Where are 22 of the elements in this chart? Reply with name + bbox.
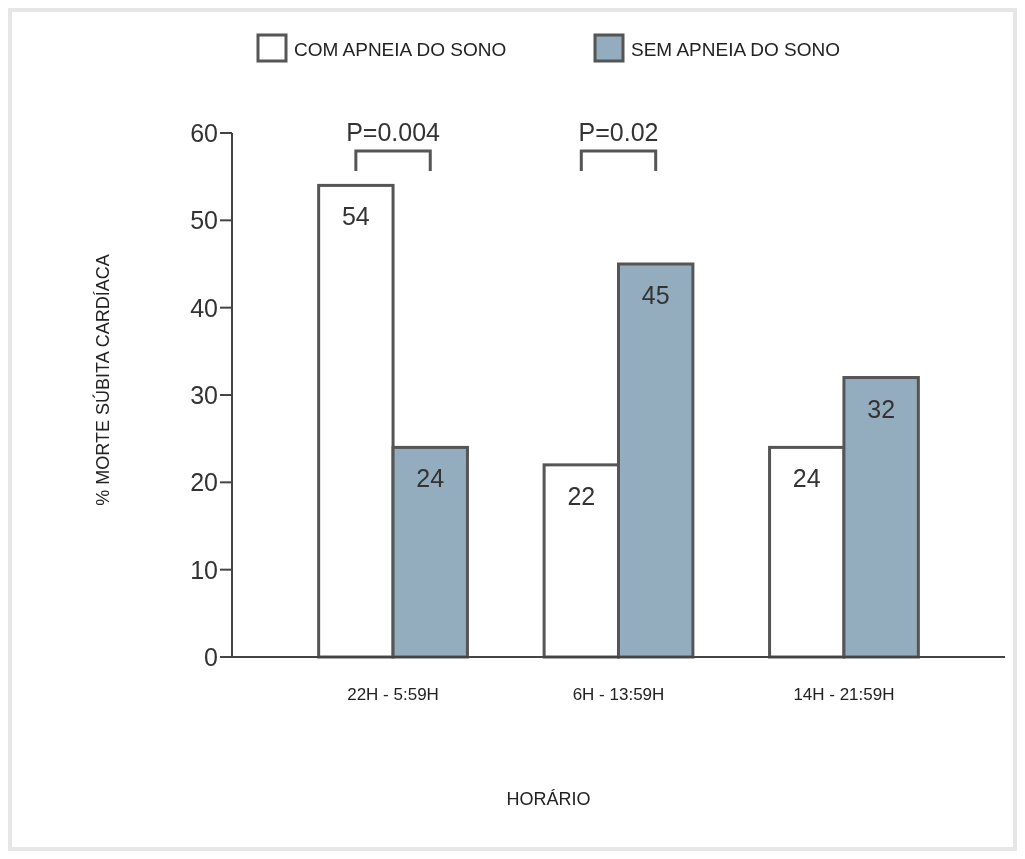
x-tick-label: 22H - 5:59H — [347, 685, 439, 704]
x-tick-label: 6H - 13:59H — [572, 685, 665, 704]
y-tick-label: 60 — [190, 119, 218, 147]
x-tick-label: 14H - 21:59H — [793, 685, 895, 704]
data-label: 24 — [416, 464, 445, 493]
annotation: P=0.02 — [578, 118, 659, 146]
data-label: 32 — [867, 394, 896, 423]
data-label: 45 — [641, 281, 670, 309]
data-label: 22 — [567, 481, 596, 510]
data-label: 24 — [792, 464, 821, 493]
x-axis-title: HORÁRIO — [506, 789, 591, 809]
y-axis-title: % MORTE SÚBITA CARDÍACA — [92, 254, 113, 506]
annotation: P=0.004 — [346, 118, 441, 146]
y-tick-label: 10 — [190, 555, 218, 584]
y-tick-label: 50 — [190, 206, 218, 235]
y-tick-label: 0 — [204, 643, 218, 671]
y-tick-label: 30 — [190, 381, 218, 409]
legend-label: COM APNEIA DO SONO — [294, 39, 507, 60]
y-tick-label: 40 — [190, 293, 218, 322]
data-label: 54 — [341, 202, 370, 231]
y-tick-label: 20 — [190, 468, 218, 497]
legend-label: SEM APNEIA DO SONO — [631, 39, 841, 60]
